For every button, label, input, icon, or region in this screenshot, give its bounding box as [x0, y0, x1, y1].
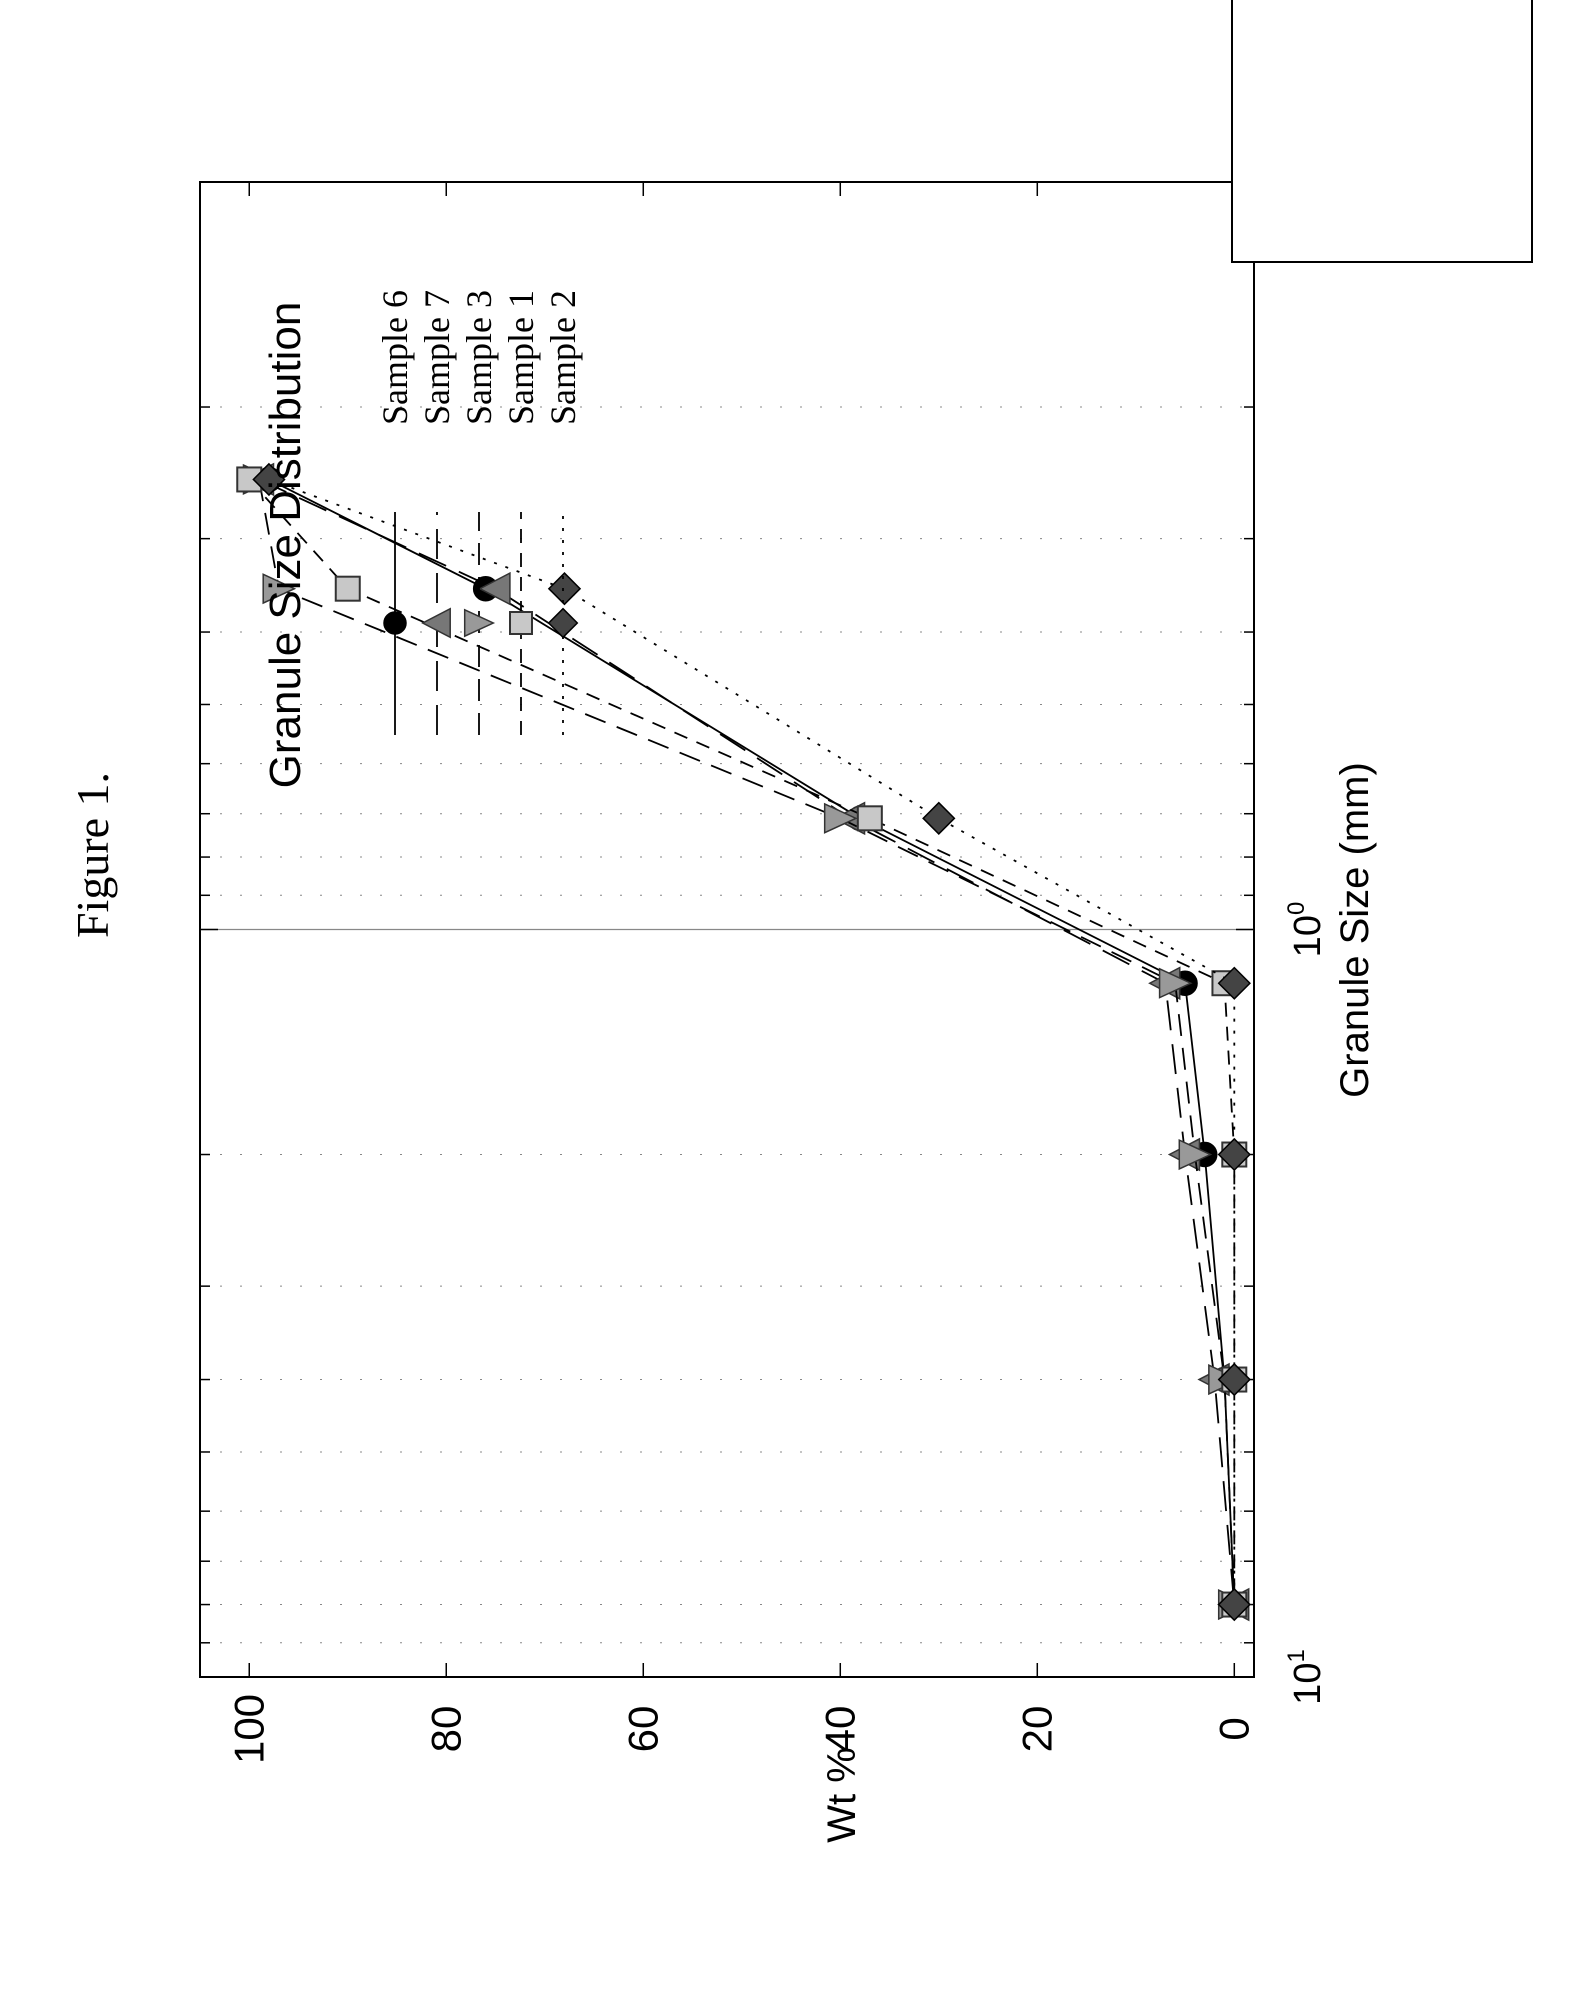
- legend-entry: Sample 1: [501, 290, 541, 735]
- legend-entry: Sample 6: [375, 290, 415, 735]
- x-tick-label: 100: [1283, 902, 1329, 958]
- marker-square: [858, 806, 882, 830]
- series-line: [249, 479, 1234, 1604]
- y-tick-label: 80: [422, 1706, 469, 1753]
- legend-entry: Sample 7: [417, 290, 457, 735]
- legend-label: Sample 2: [543, 290, 583, 425]
- legend-label: Sample 1: [501, 290, 541, 425]
- marker-square: [510, 612, 532, 634]
- legend-label: Sample 6: [375, 290, 415, 425]
- x-tick-label: 101: [1283, 1649, 1329, 1705]
- marker-diamond: [549, 573, 580, 604]
- y-tick-label: 0: [1210, 1717, 1257, 1740]
- chart-title: Granule Size Distribution: [261, 302, 310, 789]
- series-line: [269, 479, 1234, 1604]
- y-tick-label: 40: [816, 1706, 863, 1753]
- legend: Sample 6Sample 7Sample 3Sample 1Sample 2: [375, 0, 1532, 735]
- series-line: [259, 479, 1234, 1604]
- series-line: [269, 479, 1234, 1604]
- y-axis-label: Wt %: [820, 1747, 864, 1843]
- y-tick-label: 20: [1013, 1706, 1060, 1753]
- legend-entry: Sample 3: [459, 290, 499, 735]
- y-tick-label: 100: [225, 1694, 272, 1764]
- legend-box: [1232, 0, 1532, 262]
- y-tick-label: 60: [619, 1706, 666, 1753]
- legend-label: Sample 7: [417, 290, 457, 425]
- legend-items: Sample 6Sample 7Sample 3Sample 1Sample 2: [375, 290, 583, 735]
- marker-square: [336, 577, 360, 601]
- legend-label: Sample 3: [459, 290, 499, 425]
- marker-diamond: [923, 803, 954, 834]
- series: [237, 464, 1250, 1620]
- x-axis-label: Granule Size (mm): [1333, 762, 1377, 1098]
- series-sample-1: [237, 467, 1246, 1616]
- series-line: [259, 479, 1234, 1604]
- legend-entry: Sample 2: [543, 290, 583, 735]
- marker-triangle: [825, 804, 856, 833]
- marker-diamond: [549, 609, 578, 638]
- marker-circle: [384, 612, 406, 634]
- figure-label: Figure 1.: [67, 772, 118, 938]
- series-sample-2: [253, 464, 1250, 1620]
